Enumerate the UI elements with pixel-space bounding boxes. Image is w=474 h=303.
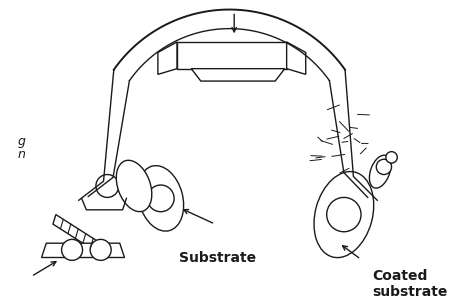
Polygon shape (42, 243, 125, 258)
Polygon shape (158, 42, 177, 75)
Text: n: n (18, 148, 26, 161)
Text: Substrate: Substrate (180, 251, 256, 265)
Circle shape (327, 198, 361, 232)
Ellipse shape (138, 166, 183, 231)
Polygon shape (191, 69, 285, 81)
Ellipse shape (116, 160, 152, 212)
Polygon shape (177, 42, 287, 69)
Polygon shape (53, 215, 100, 253)
Ellipse shape (314, 171, 374, 258)
Text: Coated
substrate: Coated substrate (373, 269, 448, 299)
Circle shape (147, 185, 174, 212)
Polygon shape (287, 42, 306, 75)
Circle shape (96, 175, 119, 198)
Circle shape (376, 159, 392, 175)
Circle shape (90, 239, 111, 260)
Circle shape (386, 152, 397, 163)
Circle shape (62, 239, 82, 260)
Text: g: g (18, 135, 26, 148)
Ellipse shape (369, 155, 391, 188)
